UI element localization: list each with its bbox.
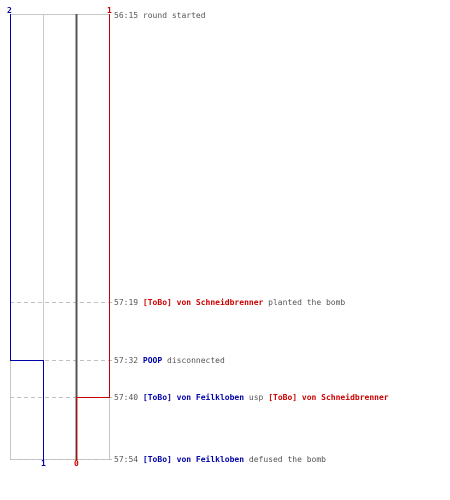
event-time: 57:40 <box>114 393 139 402</box>
event-round-started: 56:15 round started <box>114 11 206 21</box>
ct-end-count: 1 <box>41 459 46 468</box>
event-kill: 57:40 [ToBo] von Feilkloben usp [ToBo] v… <box>114 393 389 403</box>
ct-count-line <box>10 14 44 460</box>
event-target: [ToBo] von Schneidbrenner <box>268 393 389 402</box>
event-action: round started <box>142 11 206 20</box>
t-start-count: 1 <box>107 6 112 15</box>
ct-start-count: 2 <box>7 6 12 15</box>
event-time: 56:15 <box>114 11 139 20</box>
event-action: defused the bomb <box>248 455 326 464</box>
event-bomb-defused: 57:54 [ToBo] von Feilkloben defused the … <box>114 455 326 465</box>
event-time: 57:19 <box>114 298 139 307</box>
event-actor: [ToBo] von Schneidbrenner <box>142 298 264 307</box>
event-bomb-planted: 57:19 [ToBo] von Schneidbrenner planted … <box>114 298 345 308</box>
event-time: 57:54 <box>114 455 139 464</box>
event-actor: [ToBo] von Feilkloben <box>142 455 245 464</box>
event-time: 57:32 <box>114 356 139 365</box>
event-actor: POOP <box>142 356 163 365</box>
t-end-count: 0 <box>74 459 79 468</box>
timeline-grid <box>10 14 110 460</box>
event-action: planted the bomb <box>268 298 346 307</box>
event-action: disconnected <box>167 356 225 365</box>
event-actor: [ToBo] von Feilkloben <box>142 393 245 402</box>
t-count-line <box>76 14 110 460</box>
event-weapon: usp <box>248 393 264 402</box>
event-disconnected: 57:32 POOP disconnected <box>114 356 225 366</box>
event-guides <box>10 302 112 460</box>
